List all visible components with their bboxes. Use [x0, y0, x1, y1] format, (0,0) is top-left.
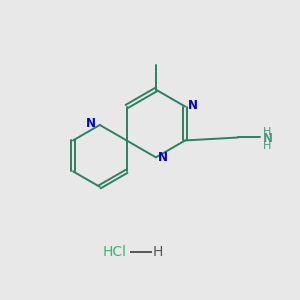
Text: H: H: [263, 127, 271, 137]
Text: HCl: HCl: [103, 244, 127, 259]
Text: H: H: [263, 141, 271, 151]
Text: N: N: [86, 117, 96, 130]
Text: N: N: [158, 151, 168, 164]
Text: N: N: [263, 133, 273, 146]
Text: N: N: [188, 99, 198, 112]
Text: H: H: [152, 244, 163, 259]
